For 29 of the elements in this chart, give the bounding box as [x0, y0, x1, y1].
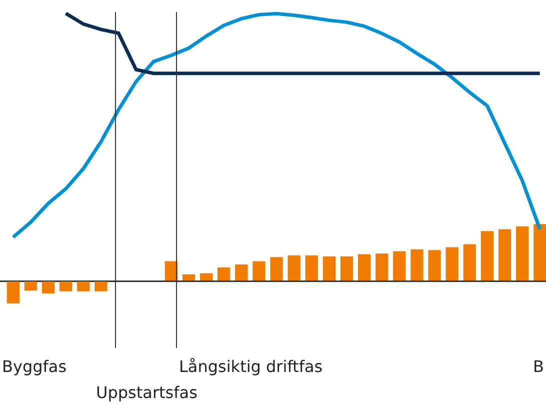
bar: [446, 247, 458, 282]
text: Uppstartsfas: [96, 383, 198, 402]
bar: [463, 244, 476, 282]
bar: [60, 281, 72, 292]
bar: [480, 231, 494, 282]
bar: [498, 229, 512, 282]
bar: [393, 251, 406, 282]
bar: [322, 256, 336, 282]
bar: [376, 253, 388, 282]
bar: [305, 255, 318, 282]
bar: [410, 249, 424, 282]
bar: [288, 255, 300, 282]
bar: [42, 281, 55, 294]
bar: [235, 264, 248, 282]
text: B: [533, 357, 544, 376]
bar: [6, 281, 20, 304]
bar: [428, 250, 441, 282]
bar: [358, 254, 371, 282]
bar: [77, 281, 90, 292]
text: Byggfas: [2, 357, 67, 376]
bar: [218, 267, 230, 282]
bar: [340, 256, 354, 282]
text: Långsiktig driftfas: [179, 357, 323, 376]
bar: [516, 226, 529, 282]
bar: [252, 261, 266, 282]
bar: [94, 281, 108, 292]
bar: [534, 224, 546, 282]
bar: [24, 281, 38, 291]
bar: [270, 257, 283, 282]
